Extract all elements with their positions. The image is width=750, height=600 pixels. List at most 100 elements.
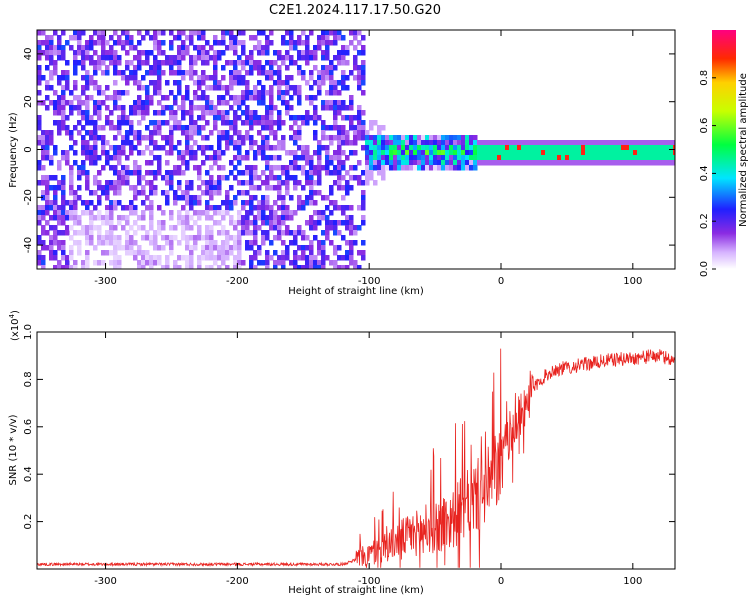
spectrogram-cell xyxy=(673,155,675,161)
spectrogram-cell xyxy=(181,105,186,111)
spectrogram-cell xyxy=(209,180,214,186)
spectrogram-cell xyxy=(629,155,634,161)
spectrogram-cell xyxy=(609,150,614,156)
spectrogram-cell xyxy=(165,105,170,111)
spectrogram-cell xyxy=(377,170,382,176)
spectrogram-cell xyxy=(249,180,254,186)
spectrogram-cell xyxy=(117,235,122,241)
spectrogram-cell xyxy=(137,215,142,221)
spectrogram-cell xyxy=(209,230,214,236)
spectrogram-cell xyxy=(253,240,258,246)
spectrogram-cell xyxy=(45,85,50,91)
spectrogram-cell xyxy=(573,155,578,161)
spectrogram-cell xyxy=(277,230,282,236)
spectrogram-cell xyxy=(85,145,90,151)
spectrogram-cell xyxy=(393,165,398,171)
spectrogram-cell xyxy=(73,265,78,269)
spectrogram-cell xyxy=(201,210,206,216)
spectrogram-cell xyxy=(201,75,206,81)
spectrogram-cell xyxy=(313,180,318,186)
spectrogram-cell xyxy=(145,250,150,256)
spectrogram-cell xyxy=(453,135,458,141)
spectrogram-cell xyxy=(297,95,302,101)
spectrogram-cell xyxy=(193,150,198,156)
spectrogram-cell xyxy=(533,145,538,151)
spectrogram-cell xyxy=(225,140,230,146)
spectrogram-cell xyxy=(101,50,106,56)
spectrogram-cell xyxy=(305,120,310,126)
spectrogram-cell xyxy=(165,150,170,156)
spectrogram-cell xyxy=(413,135,418,141)
spectrogram-cell xyxy=(161,95,166,101)
spectrogram-cell xyxy=(277,220,282,226)
spectrogram-cell xyxy=(561,145,566,151)
spectrogram-cell xyxy=(165,190,170,196)
spectrogram-cell xyxy=(329,210,334,216)
spectrogram-cell xyxy=(273,200,278,206)
spectrogram-cell xyxy=(173,120,178,126)
spectrogram-cell xyxy=(197,225,202,231)
spectrogram-cell xyxy=(141,110,146,116)
spectrogram-cell xyxy=(637,155,642,161)
spectrogram-cell xyxy=(161,70,166,76)
spectrogram-cell xyxy=(417,160,422,166)
spectrogram-cell xyxy=(325,40,330,46)
spectrogram-cell xyxy=(153,145,158,151)
spectrogram-cell xyxy=(57,230,62,236)
spectrogram-cell xyxy=(249,240,254,246)
spectrogram-cell xyxy=(357,225,362,231)
spectrogram-cell xyxy=(237,75,242,81)
spectrogram-cell xyxy=(417,140,422,146)
spectrogram-cell xyxy=(181,220,186,226)
spectrogram-cell xyxy=(281,90,286,96)
spectrogram-cell xyxy=(441,140,446,146)
spectrogram-cell xyxy=(405,135,410,141)
spectrogram-cell xyxy=(177,30,182,36)
snr-ticks xyxy=(37,331,675,569)
spectrogram-cell xyxy=(385,165,390,171)
spectrogram-cell xyxy=(329,125,334,131)
spectrogram-cell xyxy=(77,95,82,101)
spectrogram-cell xyxy=(465,165,470,171)
spectrogram-cell xyxy=(201,160,206,166)
spectrogram-cell xyxy=(321,230,326,236)
spectrogram-cell xyxy=(185,125,190,131)
spectrogram-cell xyxy=(93,140,98,146)
spectrogram-cell xyxy=(149,260,154,266)
spectrogram-cell xyxy=(437,160,442,166)
spectrogram-cell xyxy=(325,220,330,226)
spectrogram-cell xyxy=(493,145,498,151)
spectrogram-cell xyxy=(321,165,326,171)
spectrogram-cell xyxy=(57,35,62,41)
spectrogram-cell xyxy=(65,265,70,269)
spectrogram-cell xyxy=(101,55,106,61)
spectrogram-cell xyxy=(653,160,658,166)
spectrogram-cell xyxy=(589,160,594,166)
spectrogram-cell xyxy=(241,200,246,206)
spectrogram-cell xyxy=(309,195,314,201)
spectrogram-cell xyxy=(317,260,322,266)
spectrogram-cell xyxy=(289,195,294,201)
spectrogram-cell xyxy=(553,150,558,156)
spectrogram-cell xyxy=(665,150,670,156)
spectrogram-cell xyxy=(265,145,270,151)
spectrogram-cell xyxy=(641,160,646,166)
spectrogram-cell xyxy=(93,80,98,86)
spectrogram-cell xyxy=(325,160,330,166)
spectrogram-cell xyxy=(177,185,182,191)
spectrogram-cell xyxy=(361,90,366,96)
spectrogram-cell xyxy=(125,80,130,86)
spectrogram-cell xyxy=(97,100,102,106)
spectrogram-cell xyxy=(241,155,246,161)
spectrogram-cell xyxy=(217,245,222,251)
spectrogram-cell xyxy=(361,240,366,246)
spectrogram-cell xyxy=(557,150,562,156)
spectrogram-cell xyxy=(117,155,122,161)
spectrogram-cell xyxy=(621,160,626,166)
spectrogram-cell xyxy=(281,220,286,226)
spectrogram-cell xyxy=(141,100,146,106)
spectrogram-cell xyxy=(209,45,214,51)
spectrogram-cell xyxy=(217,130,222,136)
spectrogram-cell xyxy=(397,160,402,166)
spectrogram-cell xyxy=(177,125,182,131)
